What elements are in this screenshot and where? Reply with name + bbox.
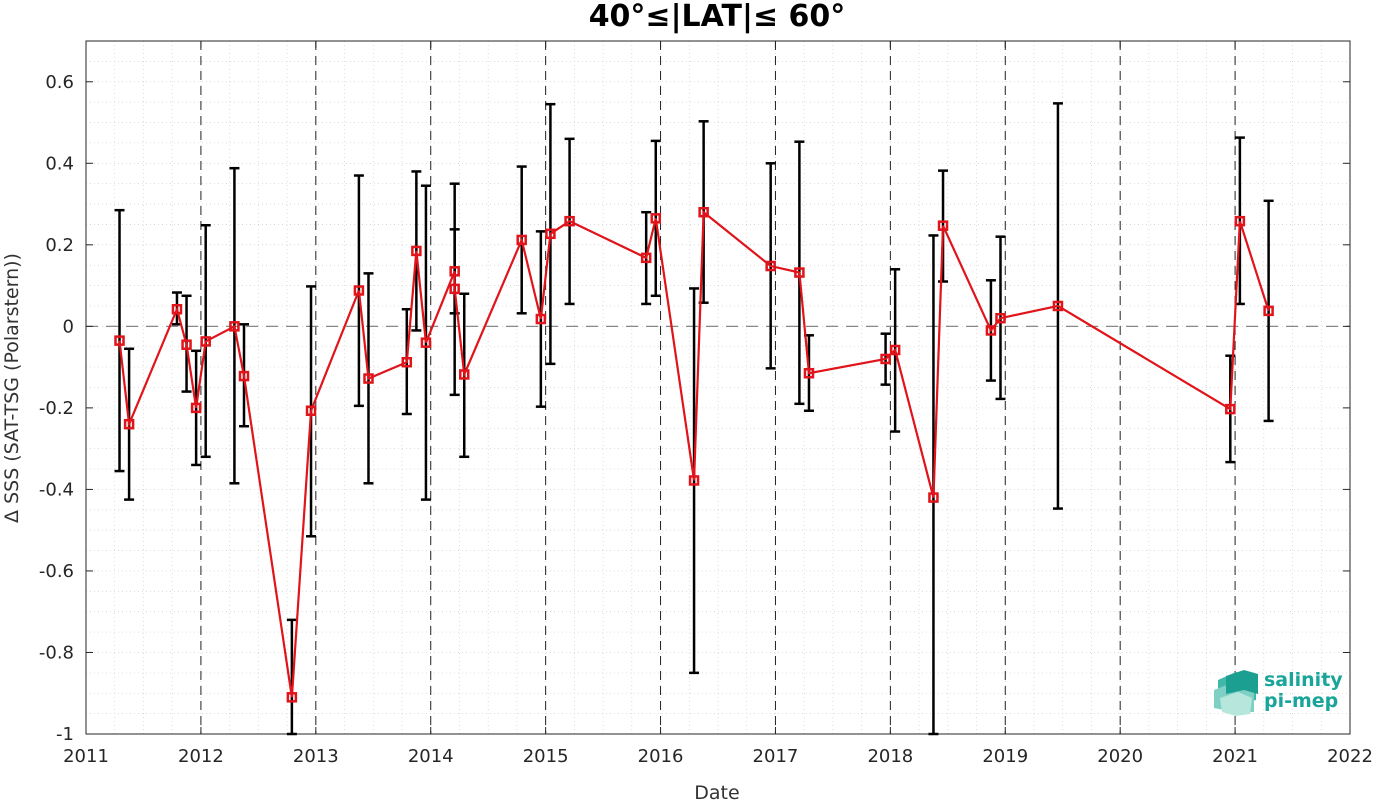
y-tick-label: -0.6 bbox=[39, 561, 74, 582]
y-tick-label: -0.8 bbox=[39, 642, 74, 663]
data-point-marker bbox=[545, 228, 556, 240]
data-point-marker bbox=[238, 370, 250, 382]
data-point-marker bbox=[698, 206, 709, 218]
grid bbox=[85, 40, 1351, 735]
y-tick-label: 0.2 bbox=[45, 235, 74, 256]
x-tick-label: 2014 bbox=[408, 746, 454, 767]
data-point-marker bbox=[420, 337, 432, 348]
data-point-marker bbox=[889, 344, 901, 356]
data-point-marker bbox=[880, 353, 891, 365]
data-point-marker bbox=[650, 213, 662, 224]
salinity-pi-mep-logo: salinity pi-mep bbox=[1214, 669, 1343, 716]
data-point-marker bbox=[229, 321, 240, 332]
data-point-marker bbox=[190, 402, 202, 414]
data-point-marker bbox=[181, 339, 192, 350]
data-series bbox=[114, 206, 1274, 703]
data-point-marker bbox=[803, 367, 815, 379]
data-point-marker bbox=[794, 267, 805, 278]
x-tick-label: 2020 bbox=[1097, 746, 1143, 767]
data-point-marker bbox=[411, 245, 422, 257]
x-axis-label: Date bbox=[694, 782, 739, 801]
y-tick-label: -0.4 bbox=[39, 479, 74, 500]
data-point-marker bbox=[401, 356, 413, 368]
data-point-marker bbox=[688, 475, 700, 486]
tick-labels: 2011 2012 2013 2014 2015 2016 2017 2018 2019 2020… bbox=[39, 72, 1373, 767]
data-point-marker bbox=[363, 373, 374, 384]
x-tick-label: 2019 bbox=[982, 746, 1028, 767]
data-point-marker bbox=[286, 692, 298, 703]
axes bbox=[85, 40, 1351, 735]
data-point-marker bbox=[564, 215, 575, 227]
data-point-marker bbox=[765, 260, 776, 272]
data-point-marker bbox=[985, 325, 997, 336]
data-point-marker bbox=[114, 335, 125, 346]
x-tick-label: 2013 bbox=[293, 746, 339, 767]
data-point-marker bbox=[171, 303, 183, 315]
data-point-marker bbox=[353, 285, 365, 296]
data-point-marker bbox=[449, 283, 460, 295]
data-point-marker bbox=[516, 234, 527, 246]
data-point-marker bbox=[123, 418, 135, 430]
x-tick-label: 2015 bbox=[523, 746, 569, 767]
y-tick-label: -0.2 bbox=[39, 398, 74, 419]
y-tick-label: 0.4 bbox=[45, 153, 74, 174]
data-point-marker bbox=[928, 492, 939, 503]
x-tick-label: 2016 bbox=[638, 746, 684, 767]
data-point-marker bbox=[995, 312, 1006, 324]
x-tick-label: 2012 bbox=[178, 746, 224, 767]
logo-line1: salinity bbox=[1264, 669, 1343, 691]
data-point-marker bbox=[535, 313, 547, 325]
data-point-marker bbox=[937, 220, 949, 231]
data-point-marker bbox=[200, 336, 211, 347]
data-point-marker bbox=[305, 405, 317, 416]
y-tick-label: 0 bbox=[63, 316, 74, 337]
logo-line2: pi-mep bbox=[1264, 690, 1338, 712]
x-tick-label: 2017 bbox=[753, 746, 799, 767]
data-point-marker bbox=[1234, 215, 1246, 227]
data-point-marker bbox=[1225, 403, 1236, 415]
y-axis-label: Δ SSS (SAT-TSG (Polarstern)) bbox=[1, 253, 23, 523]
x-tick-label: 2021 bbox=[1212, 746, 1258, 767]
chart-title: 40°≤|LAT|≤ 60° bbox=[589, 0, 846, 34]
plot-box bbox=[85, 40, 1351, 735]
data-point-marker bbox=[1263, 305, 1274, 317]
data-point-marker bbox=[640, 252, 652, 264]
y-tick-label: 0.6 bbox=[45, 72, 74, 93]
data-point-marker bbox=[1052, 300, 1064, 312]
y-tick-label: -1 bbox=[56, 724, 74, 745]
data-point-marker bbox=[458, 369, 470, 380]
series-line bbox=[118, 209, 1270, 698]
error-bars bbox=[114, 102, 1274, 736]
logo-wave-icon bbox=[1214, 670, 1258, 716]
x-tick-label: 2011 bbox=[63, 746, 109, 767]
x-tick-label: 2018 bbox=[867, 746, 913, 767]
x-tick-label: 2022 bbox=[1327, 746, 1373, 767]
data-point-marker bbox=[449, 266, 460, 277]
